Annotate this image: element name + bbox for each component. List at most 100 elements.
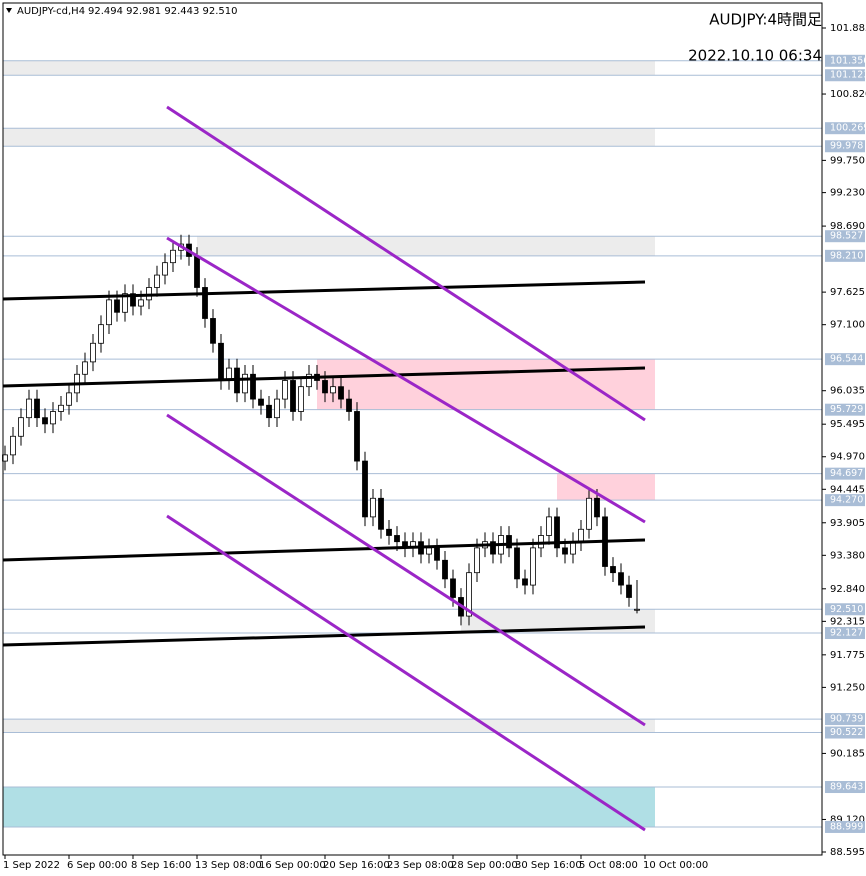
x-tick-label: 16 Sep 00:00 bbox=[259, 860, 326, 871]
level-label: 96.544 bbox=[830, 354, 863, 365]
y-tick-label: 91.250 bbox=[830, 682, 865, 693]
y-tick-label: 97.100 bbox=[830, 320, 865, 331]
y-tick-label: 92.315 bbox=[830, 616, 865, 627]
candle-body bbox=[274, 398, 280, 419]
candle-body bbox=[18, 417, 24, 437]
y-tick-label: 99.750 bbox=[830, 155, 865, 166]
candle-body bbox=[194, 256, 200, 288]
y-tick-label: 89.120 bbox=[830, 814, 865, 825]
y-tick-label: 98.690 bbox=[830, 221, 865, 232]
level-label-bg bbox=[825, 249, 865, 262]
x-tick-label: 20 Sep 16:00 bbox=[323, 860, 390, 871]
level-label-bg bbox=[825, 781, 865, 794]
candle-body bbox=[362, 460, 368, 518]
level-label: 94.697 bbox=[830, 468, 863, 479]
candle-body bbox=[130, 293, 136, 307]
level-label-bg bbox=[825, 140, 865, 153]
y-tick-label: 92.840 bbox=[830, 584, 865, 595]
candle-body bbox=[218, 342, 224, 381]
candle-body bbox=[538, 535, 544, 549]
y-tick-label: 93.380 bbox=[830, 550, 865, 561]
candle-body bbox=[578, 528, 584, 543]
candle-body bbox=[162, 262, 168, 276]
level-label-bg bbox=[825, 54, 865, 67]
candle-body bbox=[490, 541, 496, 555]
y-tick-label: 100.820 bbox=[830, 89, 866, 100]
channel-lines bbox=[166, 105, 646, 832]
candle-body bbox=[450, 578, 456, 598]
zone bbox=[197, 236, 655, 256]
candle-body bbox=[354, 411, 360, 462]
y-tick-label: 93.905 bbox=[830, 518, 865, 529]
x-tick-label: 23 Sep 08:00 bbox=[387, 860, 454, 871]
candle-body bbox=[634, 608, 640, 611]
candle-body bbox=[34, 398, 40, 419]
channel-line bbox=[166, 236, 646, 524]
candle-body bbox=[394, 535, 400, 543]
y-tick-label: 94.970 bbox=[830, 452, 865, 463]
x-tick-label: 8 Sep 16:00 bbox=[131, 860, 191, 871]
candle-body bbox=[66, 392, 72, 406]
level-label: 94.270 bbox=[830, 495, 863, 506]
candle-body bbox=[114, 299, 120, 313]
level-label-bg bbox=[825, 713, 865, 726]
trendline bbox=[2, 538, 646, 562]
level-label-bg bbox=[825, 69, 865, 82]
candle-body bbox=[306, 373, 312, 388]
candle-body bbox=[554, 516, 560, 549]
candle-body bbox=[154, 274, 160, 288]
level-label: 90.739 bbox=[830, 714, 863, 725]
level-label: 101.356 bbox=[830, 55, 866, 66]
level-label: 92.510 bbox=[830, 604, 863, 615]
level-label: 98.210 bbox=[830, 250, 863, 261]
channel-line bbox=[166, 105, 646, 422]
x-tick-label: 1 Sep 2022 bbox=[3, 860, 60, 871]
candle-body bbox=[202, 287, 208, 319]
trendline bbox=[2, 366, 646, 388]
candle-body bbox=[386, 528, 392, 536]
candle-body bbox=[626, 584, 632, 598]
y-tick-label: 101.885 bbox=[830, 23, 866, 34]
caption-time: 2022.10.10 06:34 bbox=[688, 47, 822, 65]
level-label-bg bbox=[825, 820, 865, 833]
candle-body bbox=[610, 566, 616, 574]
level-label-bg bbox=[825, 603, 865, 616]
candle-body bbox=[26, 398, 32, 419]
menu-arrow bbox=[6, 8, 12, 13]
y-tick-label: 90.185 bbox=[830, 748, 865, 759]
candle-body bbox=[474, 547, 480, 574]
x-tick-label: 30 Sep 16:00 bbox=[515, 860, 582, 871]
y-tick-label: 94.445 bbox=[830, 484, 865, 495]
level-label-bg bbox=[825, 627, 865, 640]
candle-body bbox=[370, 497, 376, 518]
y-tick-label: 88.595 bbox=[830, 847, 865, 858]
level-label: 90.522 bbox=[830, 727, 863, 738]
level-label-bg bbox=[825, 726, 865, 739]
candle-body bbox=[426, 547, 432, 555]
candle-body bbox=[618, 572, 624, 586]
y-tick-label: 99.230 bbox=[830, 188, 865, 199]
level-label: 89.643 bbox=[830, 782, 863, 793]
candle-body bbox=[170, 249, 176, 264]
candle-body bbox=[42, 417, 48, 425]
candle-body bbox=[138, 299, 144, 307]
candle-body bbox=[346, 398, 352, 412]
zone bbox=[3, 60, 655, 76]
level-label-bg bbox=[825, 353, 865, 366]
y-tick-label: 97.625 bbox=[830, 287, 865, 298]
levels bbox=[3, 60, 822, 828]
y-tick-label: 96.035 bbox=[830, 386, 865, 397]
level-label-bg bbox=[825, 467, 865, 480]
channel-line bbox=[166, 514, 646, 832]
candle-body bbox=[466, 572, 472, 617]
candle-body bbox=[90, 342, 96, 363]
axis: 101.885 100.820 99.750 99.230 98.690 97.625 97… bbox=[3, 23, 866, 871]
candle-body bbox=[338, 386, 344, 400]
plot-frame bbox=[2, 2, 823, 856]
candle-body bbox=[290, 380, 296, 412]
candle-body bbox=[378, 497, 384, 530]
level-label-bg bbox=[825, 230, 865, 243]
candle-body bbox=[530, 547, 536, 586]
candle-body bbox=[242, 373, 248, 394]
